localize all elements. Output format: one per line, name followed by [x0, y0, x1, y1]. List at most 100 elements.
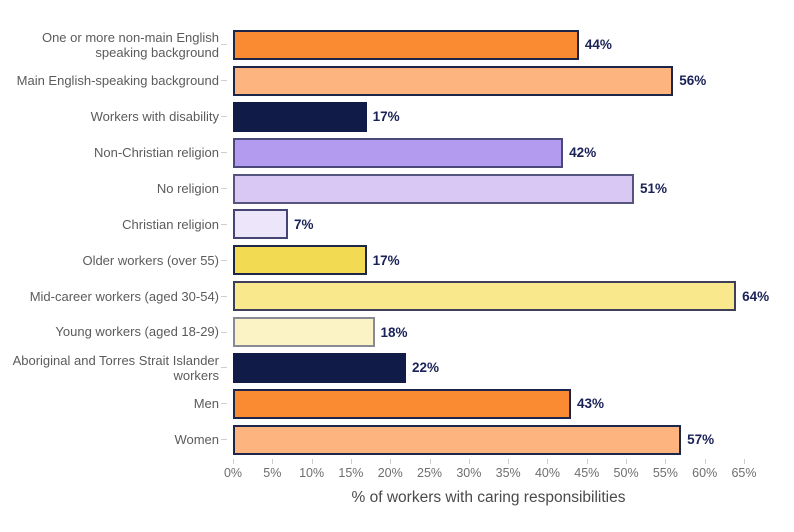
- value-label: 57%: [687, 432, 715, 448]
- x-tick-label: 40%: [534, 465, 560, 480]
- x-tick-label: 45%: [574, 465, 600, 480]
- category-tick: [221, 295, 227, 297]
- x-tick-mark: [586, 458, 588, 464]
- x-tick-mark: [626, 458, 628, 464]
- x-tick-label: 55%: [652, 465, 678, 480]
- x-tick-label: 50%: [613, 465, 639, 480]
- bar-zone: 7%: [233, 206, 794, 242]
- category-label: Christian religion: [122, 216, 219, 232]
- category-tick: [221, 403, 227, 405]
- bar: [233, 388, 572, 419]
- bar-row: Non-Christian religion 42%: [0, 135, 794, 171]
- bar-zone: 57%: [233, 422, 794, 458]
- category-tick: [221, 44, 227, 46]
- category-tick: [221, 331, 227, 333]
- bar-zone: 18%: [233, 314, 794, 350]
- x-tick-label: 60%: [692, 465, 718, 480]
- category-label: Men: [193, 396, 219, 412]
- bar-zone: 17%: [233, 99, 794, 135]
- value-label: 18%: [380, 324, 408, 340]
- category-label: No religion: [156, 180, 219, 196]
- bar-row: Main English-speaking background 56%: [0, 63, 794, 99]
- category-tick: [221, 116, 227, 118]
- bar-zone: 43%: [233, 386, 794, 422]
- bar-zone: 56%: [233, 63, 794, 99]
- category-tick: [221, 80, 227, 82]
- category-label: Older workers (over 55): [82, 252, 219, 268]
- category-label: Young workers (aged 18-29): [55, 324, 219, 340]
- bar: [233, 424, 682, 455]
- x-axis: 0% 5% 10% 15% 20% 25% 30% 35% 40% 45% 50% 55% 60% 65%: [224, 458, 794, 482]
- bar-zone: 22%: [233, 350, 794, 386]
- bar-zone: 64%: [233, 278, 794, 314]
- x-tick-mark: [272, 458, 274, 464]
- bar-row: Workers with disability 17%: [0, 99, 794, 135]
- x-tick-label: 0%: [223, 465, 243, 480]
- x-tick-mark: [704, 458, 706, 464]
- bar-zone: 44%: [233, 27, 794, 63]
- bar-row: One or more non-main English speaking ba…: [0, 27, 794, 63]
- bar: [233, 101, 367, 132]
- value-label: 22%: [411, 360, 439, 376]
- x-tick-mark: [468, 458, 470, 464]
- bar-row: Christian religion 7%: [0, 206, 794, 242]
- x-tick-mark: [429, 458, 431, 464]
- x-tick-label: 5%: [263, 465, 282, 480]
- bar: [233, 317, 375, 348]
- x-tick-mark: [508, 458, 510, 464]
- category-tick: [221, 439, 227, 441]
- bar-zone: 51%: [233, 171, 794, 207]
- x-tick-label: 25%: [417, 465, 443, 480]
- category-label: Mid-career workers (aged 30-54): [29, 288, 219, 304]
- bar: [233, 209, 289, 240]
- value-label: 7%: [294, 216, 314, 232]
- x-tick-label: 10%: [299, 465, 325, 480]
- bar-zone: 42%: [233, 135, 794, 171]
- value-label: 17%: [372, 109, 400, 125]
- category-label: Women: [174, 432, 219, 448]
- x-tick-label: 20%: [377, 465, 403, 480]
- bar-row: Young workers (aged 18-29) 18%: [0, 314, 794, 350]
- category-label: Non-Christian religion: [94, 144, 219, 160]
- x-tick-mark: [744, 458, 745, 464]
- category-label: Aboriginal and Torres Strait Islander wo…: [12, 352, 219, 383]
- category-tick: [221, 152, 227, 154]
- x-axis-title: % of workers with caring responsibilitie…: [351, 488, 626, 506]
- category-tick: [221, 223, 227, 225]
- value-label: 44%: [584, 37, 612, 53]
- x-tick-label: 35%: [495, 465, 521, 480]
- category-label: Workers with disability: [90, 109, 219, 125]
- x-tick-mark: [390, 458, 392, 464]
- bar-row: Men 43%: [0, 386, 794, 422]
- bar: [233, 245, 367, 276]
- x-tick-mark: [233, 458, 234, 464]
- x-tick-mark: [547, 458, 549, 464]
- bar: [233, 29, 579, 60]
- bar: [233, 65, 674, 96]
- bar: [233, 281, 737, 312]
- category-tick: [221, 367, 227, 369]
- x-tick-mark: [311, 458, 313, 464]
- plot-rows: One or more non-main English speaking ba…: [0, 27, 794, 458]
- value-label: 56%: [679, 73, 707, 89]
- category-label: One or more non-main English speaking ba…: [41, 29, 219, 60]
- bar: [233, 173, 634, 204]
- bar: [233, 352, 406, 383]
- category-tick: [221, 188, 227, 189]
- value-label: 17%: [372, 252, 400, 268]
- value-label: 42%: [569, 145, 597, 161]
- bar-row: Mid-career workers (aged 30-54) 64%: [0, 278, 794, 314]
- x-tick-label: 15%: [338, 465, 364, 480]
- value-label: 51%: [639, 181, 667, 196]
- bar-row: Aboriginal and Torres Strait Islander wo…: [0, 350, 794, 386]
- x-tick-label: 30%: [456, 465, 482, 480]
- value-label: 43%: [577, 396, 605, 412]
- x-tick-mark: [665, 458, 667, 464]
- x-tick-mark: [350, 458, 352, 464]
- value-label: 64%: [742, 288, 770, 304]
- category-label: Main English-speaking background: [16, 73, 219, 89]
- x-tick-label: 65%: [731, 465, 757, 480]
- bar-row: No religion 51%: [0, 171, 794, 207]
- bar-row: Women 57%: [0, 422, 794, 458]
